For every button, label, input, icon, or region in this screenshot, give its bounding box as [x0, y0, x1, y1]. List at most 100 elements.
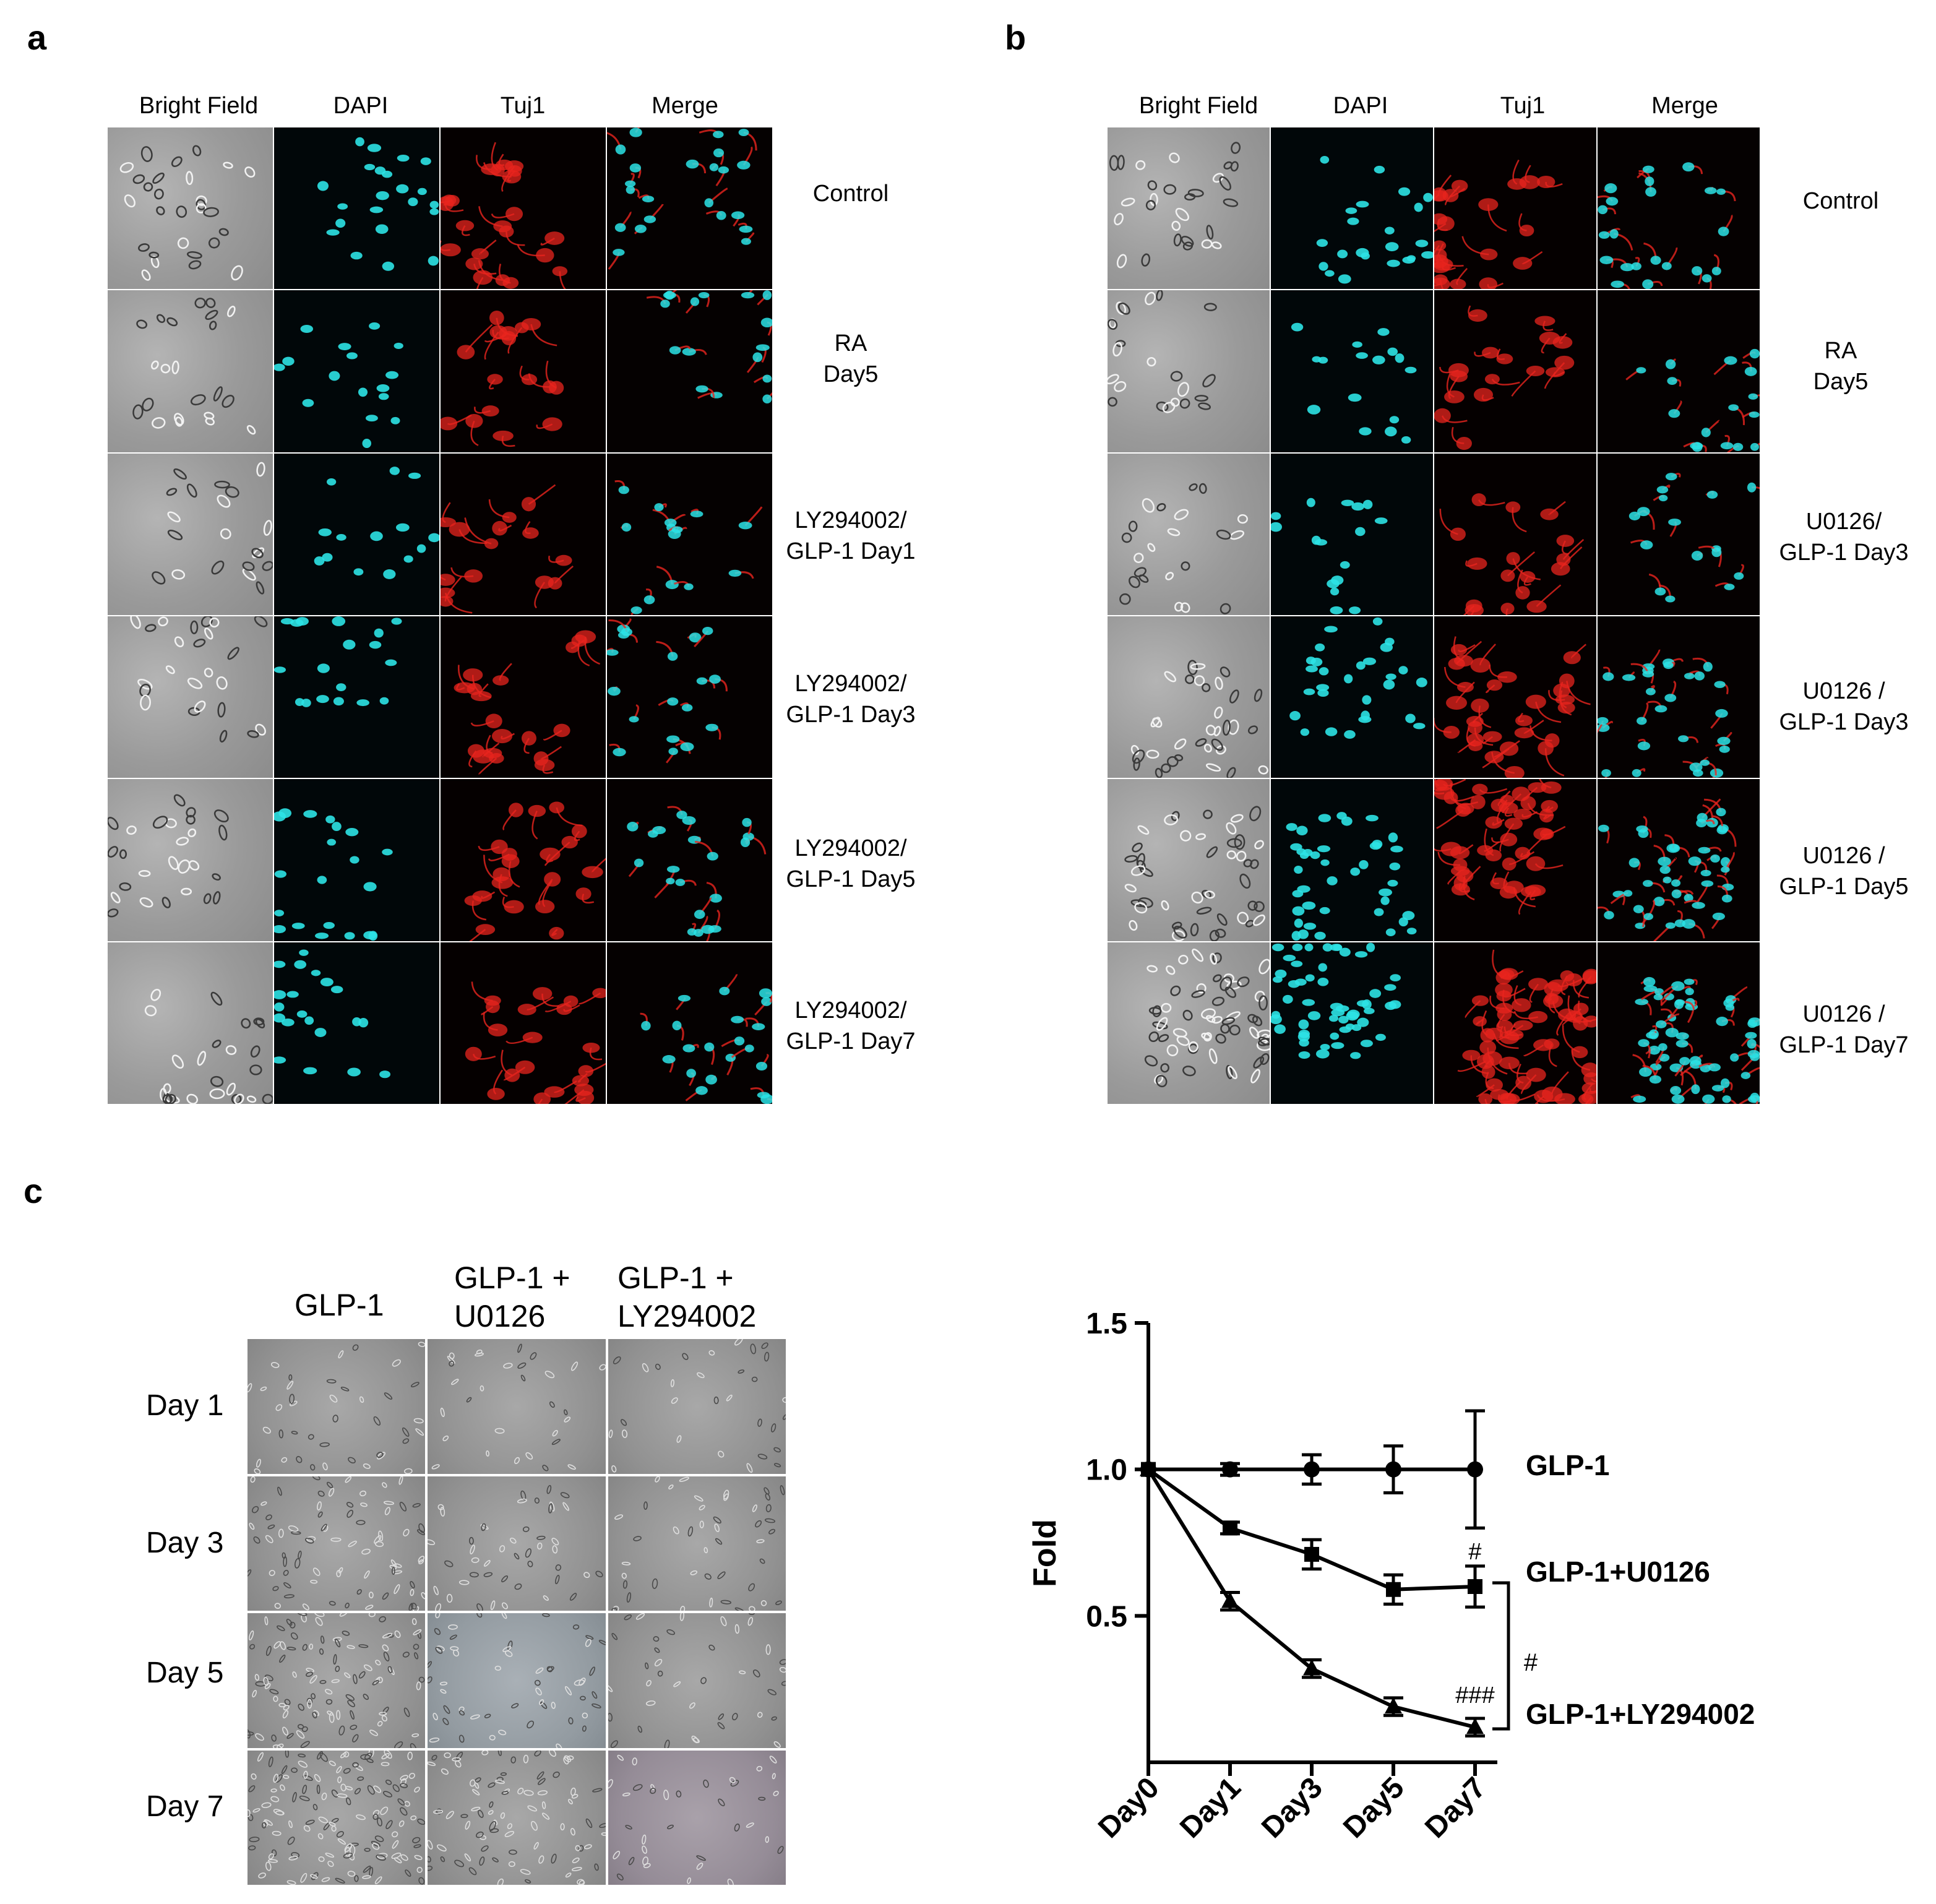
circle-marker — [1385, 1461, 1401, 1478]
y-tick-label: 1.0 — [1086, 1454, 1127, 1487]
panel-a-tuj1-image — [441, 127, 606, 290]
panel-b-brightfield-image — [1108, 942, 1270, 1104]
square-marker — [1223, 1520, 1237, 1536]
y-tick-label: 0.5 — [1086, 1600, 1127, 1633]
legend-label: GLP-1+LY294002 — [1526, 1698, 1755, 1730]
panel-b-brightfield-image — [1108, 616, 1270, 778]
panel-b-merge-image — [1598, 779, 1760, 941]
panel-a-tuj1-image — [441, 453, 606, 615]
panel-b-dapi-image — [1271, 779, 1433, 941]
circle-marker — [1467, 1461, 1483, 1478]
panel-c-phase-image — [247, 1750, 426, 1885]
panel-b-merge-image — [1598, 127, 1760, 290]
triangle-marker — [1303, 1659, 1320, 1676]
panel-c-col-glp1-ly294002: GLP-1 + LY294002 — [617, 1260, 757, 1333]
panel-b-merge-image — [1598, 616, 1760, 778]
panel-b-col-brightfield: Bright Field — [1138, 93, 1258, 119]
square-marker — [1304, 1546, 1319, 1562]
panel-a-merge-image — [607, 942, 772, 1104]
panel-b-dapi-image — [1271, 127, 1433, 290]
triangle-marker — [1221, 1592, 1239, 1608]
panel-a-dapi-image — [274, 779, 439, 941]
panel-b-row-label: RA Day5 — [1813, 338, 1869, 395]
panel-a-tuj1-image — [441, 942, 606, 1104]
circle-marker — [1140, 1461, 1156, 1478]
panel-b-brightfield-image — [1108, 290, 1270, 452]
x-tick-label: Day7 — [1419, 1771, 1492, 1845]
panel-c-phase-image — [247, 1476, 426, 1611]
panel-b-dapi-image — [1271, 453, 1433, 615]
panel-b-merge-image — [1598, 290, 1760, 452]
panel-b-row-label: U0126/ GLP-1 Day3 — [1779, 509, 1909, 566]
panel-c-phase-image — [608, 1750, 786, 1885]
panel-c-image-grid — [247, 1339, 786, 1885]
panel-c-phase-image — [247, 1339, 426, 1474]
panel-b-row-label: U0126 / GLP-1 Day3 — [1779, 678, 1909, 735]
panel-b-tuj1-image — [1434, 127, 1596, 290]
panel-a-merge-image — [607, 290, 772, 452]
panel-a-merge-image — [607, 616, 772, 778]
x-tick-label: Day3 — [1255, 1771, 1329, 1845]
x-tick-label: Day5 — [1337, 1771, 1411, 1845]
legend-label: GLP-1+U0126 — [1526, 1556, 1710, 1588]
panel-a-dapi-image — [274, 942, 439, 1104]
panel-c-row-day1: Day 1 — [146, 1389, 224, 1422]
panel-c-col-glp1: GLP-1 — [295, 1288, 384, 1322]
panel-b-dapi-image — [1271, 616, 1433, 778]
panel-b-merge-image — [1598, 942, 1760, 1104]
panel-a-col-dapi: DAPI — [333, 93, 389, 119]
panel-b-row-label: U0126 / GLP-1 Day5 — [1779, 843, 1909, 900]
panel-c-phase-image — [608, 1613, 786, 1748]
panel-c-row-day5: Day 5 — [146, 1656, 224, 1689]
y-axis-label: Fold — [1027, 1519, 1063, 1587]
panel-a-row-label: LY294002/ GLP-1 Day5 — [786, 835, 916, 892]
panel-a-merge-image — [607, 127, 772, 290]
panel-c-row-day3: Day 3 — [146, 1527, 224, 1559]
panel-b-tuj1-image — [1434, 942, 1596, 1104]
panel-a-row-label: LY294002/ GLP-1 Day3 — [786, 671, 916, 728]
panel-b-col-tuj1: Tuj1 — [1500, 93, 1546, 119]
panel-c-phase-image — [428, 1339, 606, 1474]
panel-b-brightfield-image — [1108, 779, 1270, 941]
panel-b-merge-image — [1598, 453, 1760, 615]
panel-a-tuj1-image — [441, 616, 606, 778]
significance-bracket — [1492, 1581, 1510, 1731]
panel-a-col-brightfield: Bright Field — [139, 93, 259, 119]
panel-a-dapi-image — [274, 453, 439, 615]
panel-b-col-merge: Merge — [1651, 93, 1718, 119]
panel-a-row-label: RA Day5 — [823, 330, 879, 387]
square-marker — [1386, 1582, 1401, 1597]
circle-marker — [1304, 1461, 1320, 1478]
panel-c-phase-image — [428, 1613, 606, 1748]
panel-a-image-grid — [108, 127, 772, 1104]
panel-a-row-label: LY294002/ GLP-1 Day1 — [786, 507, 916, 564]
annotation-hash: # — [1468, 1539, 1481, 1565]
panel-b-brightfield-image — [1108, 127, 1270, 290]
panel-a-tuj1-image — [441, 290, 606, 452]
panel-a-dapi-image — [274, 290, 439, 452]
panel-a-dapi-image — [274, 616, 439, 778]
panel-a-brightfield-image — [108, 453, 273, 615]
panel-c-phase-image — [608, 1476, 786, 1611]
x-tick-label: Day1 — [1174, 1771, 1247, 1845]
panel-c-phase-image — [608, 1339, 786, 1474]
panel-b-row-label: Control — [1802, 188, 1879, 214]
annotation-bracket-hash: # — [1524, 1649, 1538, 1676]
panel-a-merge-image — [607, 779, 772, 941]
panel-a-tuj1-image — [441, 779, 606, 941]
circle-marker — [1222, 1461, 1238, 1478]
panel-c-phase-image — [428, 1750, 606, 1885]
y-tick-label: 1.5 — [1086, 1307, 1127, 1340]
panel-a-merge-image — [607, 453, 772, 615]
panel-a-letter: a — [27, 18, 47, 57]
series-line-1 — [1147, 1468, 1476, 1592]
x-tick-label: Day0 — [1092, 1771, 1166, 1845]
panel-a-brightfield-image — [108, 127, 273, 290]
square-marker — [1468, 1579, 1482, 1594]
panel-a-dapi-image — [274, 127, 439, 290]
square-marker — [1141, 1462, 1156, 1477]
panel-c-col-glp1-u0126: GLP-1 + U0126 — [454, 1260, 570, 1333]
panel-c-row-day7: Day 7 — [146, 1790, 224, 1823]
series-line-2 — [1147, 1468, 1476, 1730]
panel-b-tuj1-image — [1434, 616, 1596, 778]
